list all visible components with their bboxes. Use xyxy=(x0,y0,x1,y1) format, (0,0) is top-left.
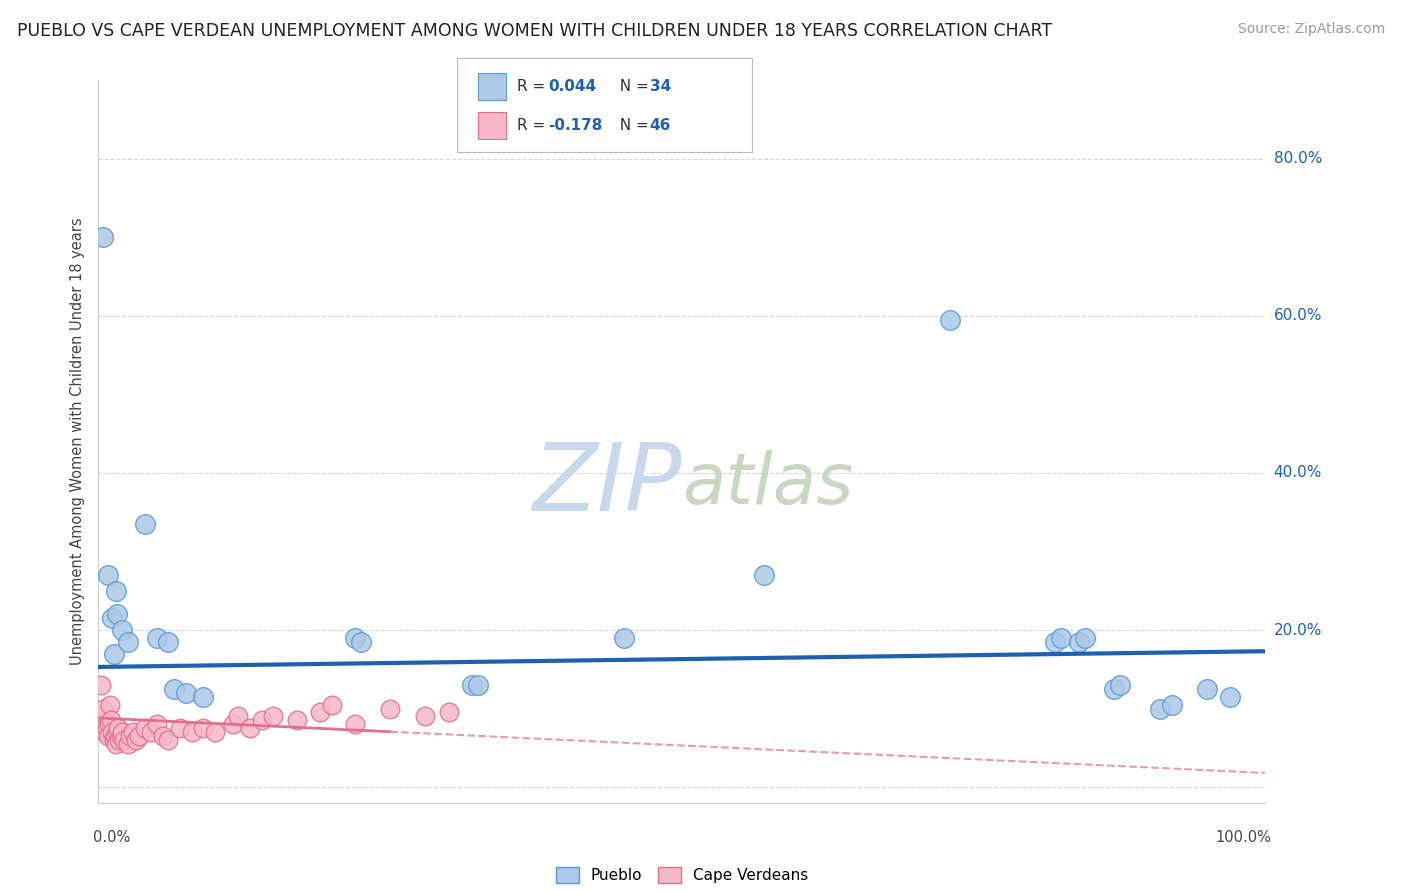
Text: 46: 46 xyxy=(650,118,671,133)
Point xyxy=(111,725,134,739)
Text: 40.0%: 40.0% xyxy=(1274,466,1322,481)
Point xyxy=(193,690,215,704)
Point xyxy=(262,709,284,723)
Text: 0.0%: 0.0% xyxy=(93,830,129,846)
Point xyxy=(122,725,145,739)
Point xyxy=(94,725,117,739)
Point xyxy=(221,717,243,731)
Point xyxy=(180,725,202,739)
Point xyxy=(467,678,489,692)
Point xyxy=(163,681,186,696)
Point xyxy=(1045,635,1067,649)
Point xyxy=(344,717,367,731)
Point xyxy=(97,568,120,582)
Point xyxy=(100,714,122,728)
Point xyxy=(1050,631,1073,645)
Point xyxy=(1149,701,1171,715)
Point xyxy=(105,607,128,622)
Point xyxy=(1108,678,1130,692)
Point xyxy=(103,733,125,747)
Point xyxy=(613,631,636,645)
Point xyxy=(321,698,343,712)
Point xyxy=(103,647,125,661)
Point xyxy=(204,725,226,739)
Point xyxy=(134,516,156,531)
Point xyxy=(97,729,120,743)
Point xyxy=(461,678,484,692)
Point xyxy=(228,709,250,723)
Point xyxy=(139,725,162,739)
Point xyxy=(111,623,134,637)
Point xyxy=(146,717,169,731)
Point xyxy=(107,721,129,735)
Point xyxy=(104,737,127,751)
Point xyxy=(250,714,273,728)
Point xyxy=(146,631,169,645)
Point xyxy=(752,568,775,582)
Point xyxy=(1161,698,1184,712)
Point xyxy=(97,717,120,731)
Text: R =: R = xyxy=(517,78,551,94)
Text: 60.0%: 60.0% xyxy=(1274,309,1322,324)
Point xyxy=(1067,635,1090,649)
Point xyxy=(157,635,180,649)
Point xyxy=(157,733,180,747)
Point xyxy=(125,733,148,747)
Text: -0.178: -0.178 xyxy=(548,118,603,133)
Text: 34: 34 xyxy=(650,78,671,94)
Text: N =: N = xyxy=(610,118,654,133)
Point xyxy=(437,706,460,720)
Point xyxy=(1102,681,1125,696)
Text: 20.0%: 20.0% xyxy=(1274,623,1322,638)
Point xyxy=(117,737,139,751)
Point xyxy=(350,635,373,649)
Point xyxy=(96,721,118,735)
Point xyxy=(344,631,367,645)
Text: 100.0%: 100.0% xyxy=(1215,830,1271,846)
Point xyxy=(174,686,197,700)
Point xyxy=(1219,690,1241,704)
Point xyxy=(105,725,128,739)
Point xyxy=(90,709,112,723)
Point xyxy=(193,721,215,735)
Text: Source: ZipAtlas.com: Source: ZipAtlas.com xyxy=(1237,22,1385,37)
Point xyxy=(117,635,139,649)
Point xyxy=(98,698,121,712)
Point xyxy=(152,729,174,743)
Text: 0.044: 0.044 xyxy=(548,78,596,94)
Point xyxy=(169,721,191,735)
Point xyxy=(91,701,114,715)
Text: PUEBLO VS CAPE VERDEAN UNEMPLOYMENT AMONG WOMEN WITH CHILDREN UNDER 18 YEARS COR: PUEBLO VS CAPE VERDEAN UNEMPLOYMENT AMON… xyxy=(17,22,1052,40)
Point xyxy=(90,678,112,692)
Point xyxy=(309,706,332,720)
Point xyxy=(118,729,141,743)
Point xyxy=(93,721,115,735)
Point xyxy=(1073,631,1095,645)
Point xyxy=(239,721,262,735)
Point xyxy=(128,729,150,743)
Text: ZIP: ZIP xyxy=(533,440,682,531)
Point xyxy=(108,733,131,747)
Point xyxy=(101,725,124,739)
Text: N =: N = xyxy=(610,78,654,94)
Text: R =: R = xyxy=(517,118,551,133)
Legend: Pueblo, Cape Verdeans: Pueblo, Cape Verdeans xyxy=(550,861,814,889)
Point xyxy=(134,721,156,735)
Point xyxy=(285,714,308,728)
Point xyxy=(104,729,127,743)
Point xyxy=(112,733,135,747)
Text: atlas: atlas xyxy=(682,450,853,519)
Point xyxy=(110,729,132,743)
Y-axis label: Unemployment Among Women with Children Under 18 years: Unemployment Among Women with Children U… xyxy=(70,218,86,665)
Point xyxy=(380,701,402,715)
Point xyxy=(413,709,436,723)
Point xyxy=(104,583,127,598)
Point xyxy=(939,313,962,327)
Text: 80.0%: 80.0% xyxy=(1274,152,1322,166)
Point xyxy=(91,230,114,244)
Point xyxy=(1195,681,1218,696)
Point xyxy=(101,611,124,625)
